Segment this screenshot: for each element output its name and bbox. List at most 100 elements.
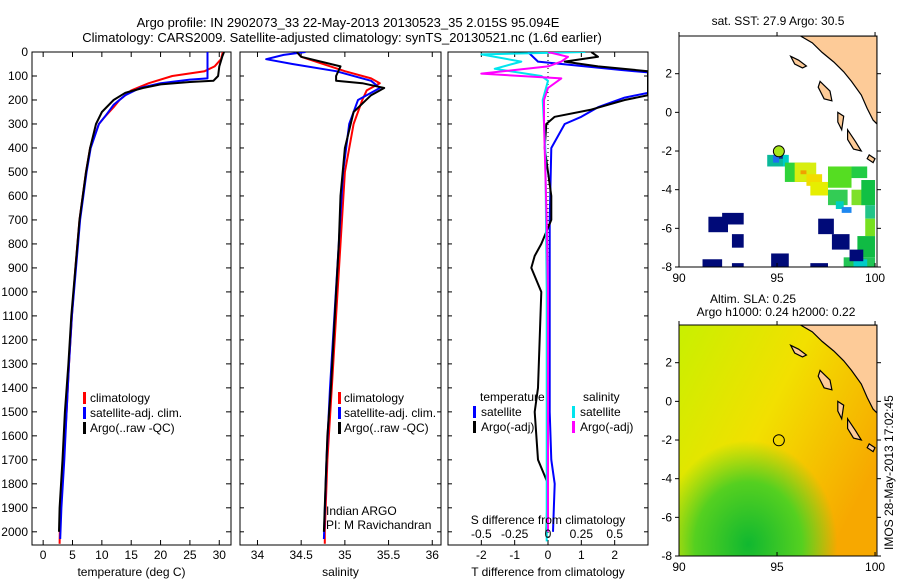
x-tick-label: 15 <box>125 548 139 562</box>
lat-tick-label: -2 <box>661 144 672 158</box>
sst-cell <box>865 218 876 237</box>
sst-cell <box>810 181 828 196</box>
x-axis-label: salinity <box>322 565 359 579</box>
x-tick-label: 1 <box>578 548 585 562</box>
x-axis-label: temperature (deg C) <box>77 565 185 579</box>
imos-watermark: IMOS 28-May-2013 17:02:45 <box>882 395 896 550</box>
series-line-climatology <box>296 52 381 544</box>
y-tick-label: 700 <box>8 213 28 227</box>
legend-swatch <box>83 407 86 419</box>
x-tick-label: 10 <box>95 548 109 562</box>
sst-cell <box>853 259 868 267</box>
series-line-argo-raw-qc- <box>296 52 386 532</box>
sst-cell <box>851 166 868 179</box>
lon-tick-label: 95 <box>770 271 784 285</box>
lat-tick-label: -2 <box>661 433 672 447</box>
x-tick-label: 2 <box>611 548 618 562</box>
legend-swatch <box>83 392 86 404</box>
lon-tick-label: 90 <box>672 271 686 285</box>
y-tick-label: 800 <box>8 237 28 251</box>
island <box>846 127 863 152</box>
island <box>817 369 833 391</box>
y-tick-label: 1900 <box>1 501 28 515</box>
x-tick-label: 34.5 <box>289 548 313 562</box>
sla-field-low <box>679 325 877 556</box>
legend-swatch <box>572 406 575 418</box>
y-tick-label: 1700 <box>1 453 28 467</box>
figure-title-line1: Argo profile: IN 2902073_33 22-May-2013 … <box>137 15 560 30</box>
sst-cell <box>800 170 807 175</box>
argo-position-marker <box>772 145 785 158</box>
sla-map-title-line1: Altim. SLA: 0.25 <box>710 292 796 306</box>
x-tick-label: 0 <box>545 548 552 562</box>
lon-tick-label: 100 <box>865 271 885 285</box>
map-content <box>679 325 877 556</box>
lat-tick-label: -8 <box>661 549 672 563</box>
s-tick-label: 0.5 <box>606 527 623 541</box>
lon-tick-label: 95 <box>770 560 784 574</box>
y-tick-label: 1100 <box>2 309 28 323</box>
s-tick-label: 0 <box>545 527 552 541</box>
x-tick-label: 35.5 <box>377 548 401 562</box>
difference-panel: -2 -1 0 1 2 T difference from climatology -0.5… <box>447 51 649 579</box>
lat-tick-label: -4 <box>661 183 672 197</box>
temperature-panel: 0 5 10 15 20 25 300100200300400500600700800900… <box>1 45 232 579</box>
sumatra-land <box>799 36 877 125</box>
y-tick-label: 1500 <box>1 405 28 419</box>
y-tick-label: 2000 <box>1 525 28 539</box>
legend-label: satellite <box>580 405 621 419</box>
y-tick-label: 1400 <box>1 381 28 395</box>
legend-label: satellite <box>481 405 522 419</box>
series-group <box>58 52 225 544</box>
legend-label: satellite-adj. clim. <box>90 406 182 420</box>
salinity-panel: 34 34.5 35 35.5 36 salinity climatologysatelli… <box>239 51 442 579</box>
sst-cell <box>827 166 852 188</box>
x-tick-label: 5 <box>69 548 76 562</box>
legend-swatch <box>473 406 476 418</box>
island <box>846 416 863 441</box>
map-content <box>702 36 877 267</box>
s-tick-label: -0.5 <box>471 527 492 541</box>
x-tick-label: 25 <box>183 548 197 562</box>
legend-label: climatology <box>344 391 404 405</box>
sst-cell <box>861 180 876 206</box>
island <box>789 343 808 358</box>
argo-position-marker <box>772 434 785 447</box>
y-tick-label: 900 <box>8 261 28 275</box>
x-tick-label: -2 <box>476 548 487 562</box>
lat-tick-label: -8 <box>661 260 672 274</box>
legend-swatch <box>338 407 341 419</box>
sst-cell <box>771 253 789 267</box>
s-tick-label: -0.25 <box>501 527 529 541</box>
pi-annotation: Indian ARGO <box>326 504 397 518</box>
y-tick-label: 1300 <box>1 357 28 371</box>
y-tick-label: 0 <box>21 45 28 59</box>
sst-cell <box>708 216 729 233</box>
figure-title-line2: Climatology: CARS2009. Satellite-adjuste… <box>82 30 602 45</box>
legend-heading-salinity: salinity <box>583 390 620 404</box>
x-tick-label: 20 <box>154 548 168 562</box>
sst-cell <box>782 154 789 167</box>
x-tick-label: 0 <box>40 548 47 562</box>
x-tick-label: 36 <box>426 548 440 562</box>
sst-cell <box>806 174 823 186</box>
sst-cell <box>818 218 834 235</box>
sst-map-title: sat. SST: 27.9 Argo: 30.5 <box>712 14 845 28</box>
y-tick-label: 1800 <box>1 477 28 491</box>
lat-tick-label: -6 <box>661 510 672 524</box>
y-tick-label: 1600 <box>1 429 28 443</box>
series-line-s-argo <box>480 52 569 532</box>
plot-frame <box>239 51 442 546</box>
pi-annotation: PI: M Ravichandran <box>326 518 431 532</box>
island <box>866 154 876 164</box>
island <box>837 111 845 132</box>
legend-label: climatology <box>90 391 150 405</box>
lat-tick-label: 2 <box>665 67 672 81</box>
lat-tick-label: 2 <box>665 356 672 370</box>
y-tick-label: 500 <box>8 165 28 179</box>
legend-label: Argo(..raw -QC) <box>344 421 429 435</box>
y-tick-label: 400 <box>8 141 28 155</box>
plot-frame <box>31 51 232 546</box>
sst-cell <box>773 154 779 163</box>
